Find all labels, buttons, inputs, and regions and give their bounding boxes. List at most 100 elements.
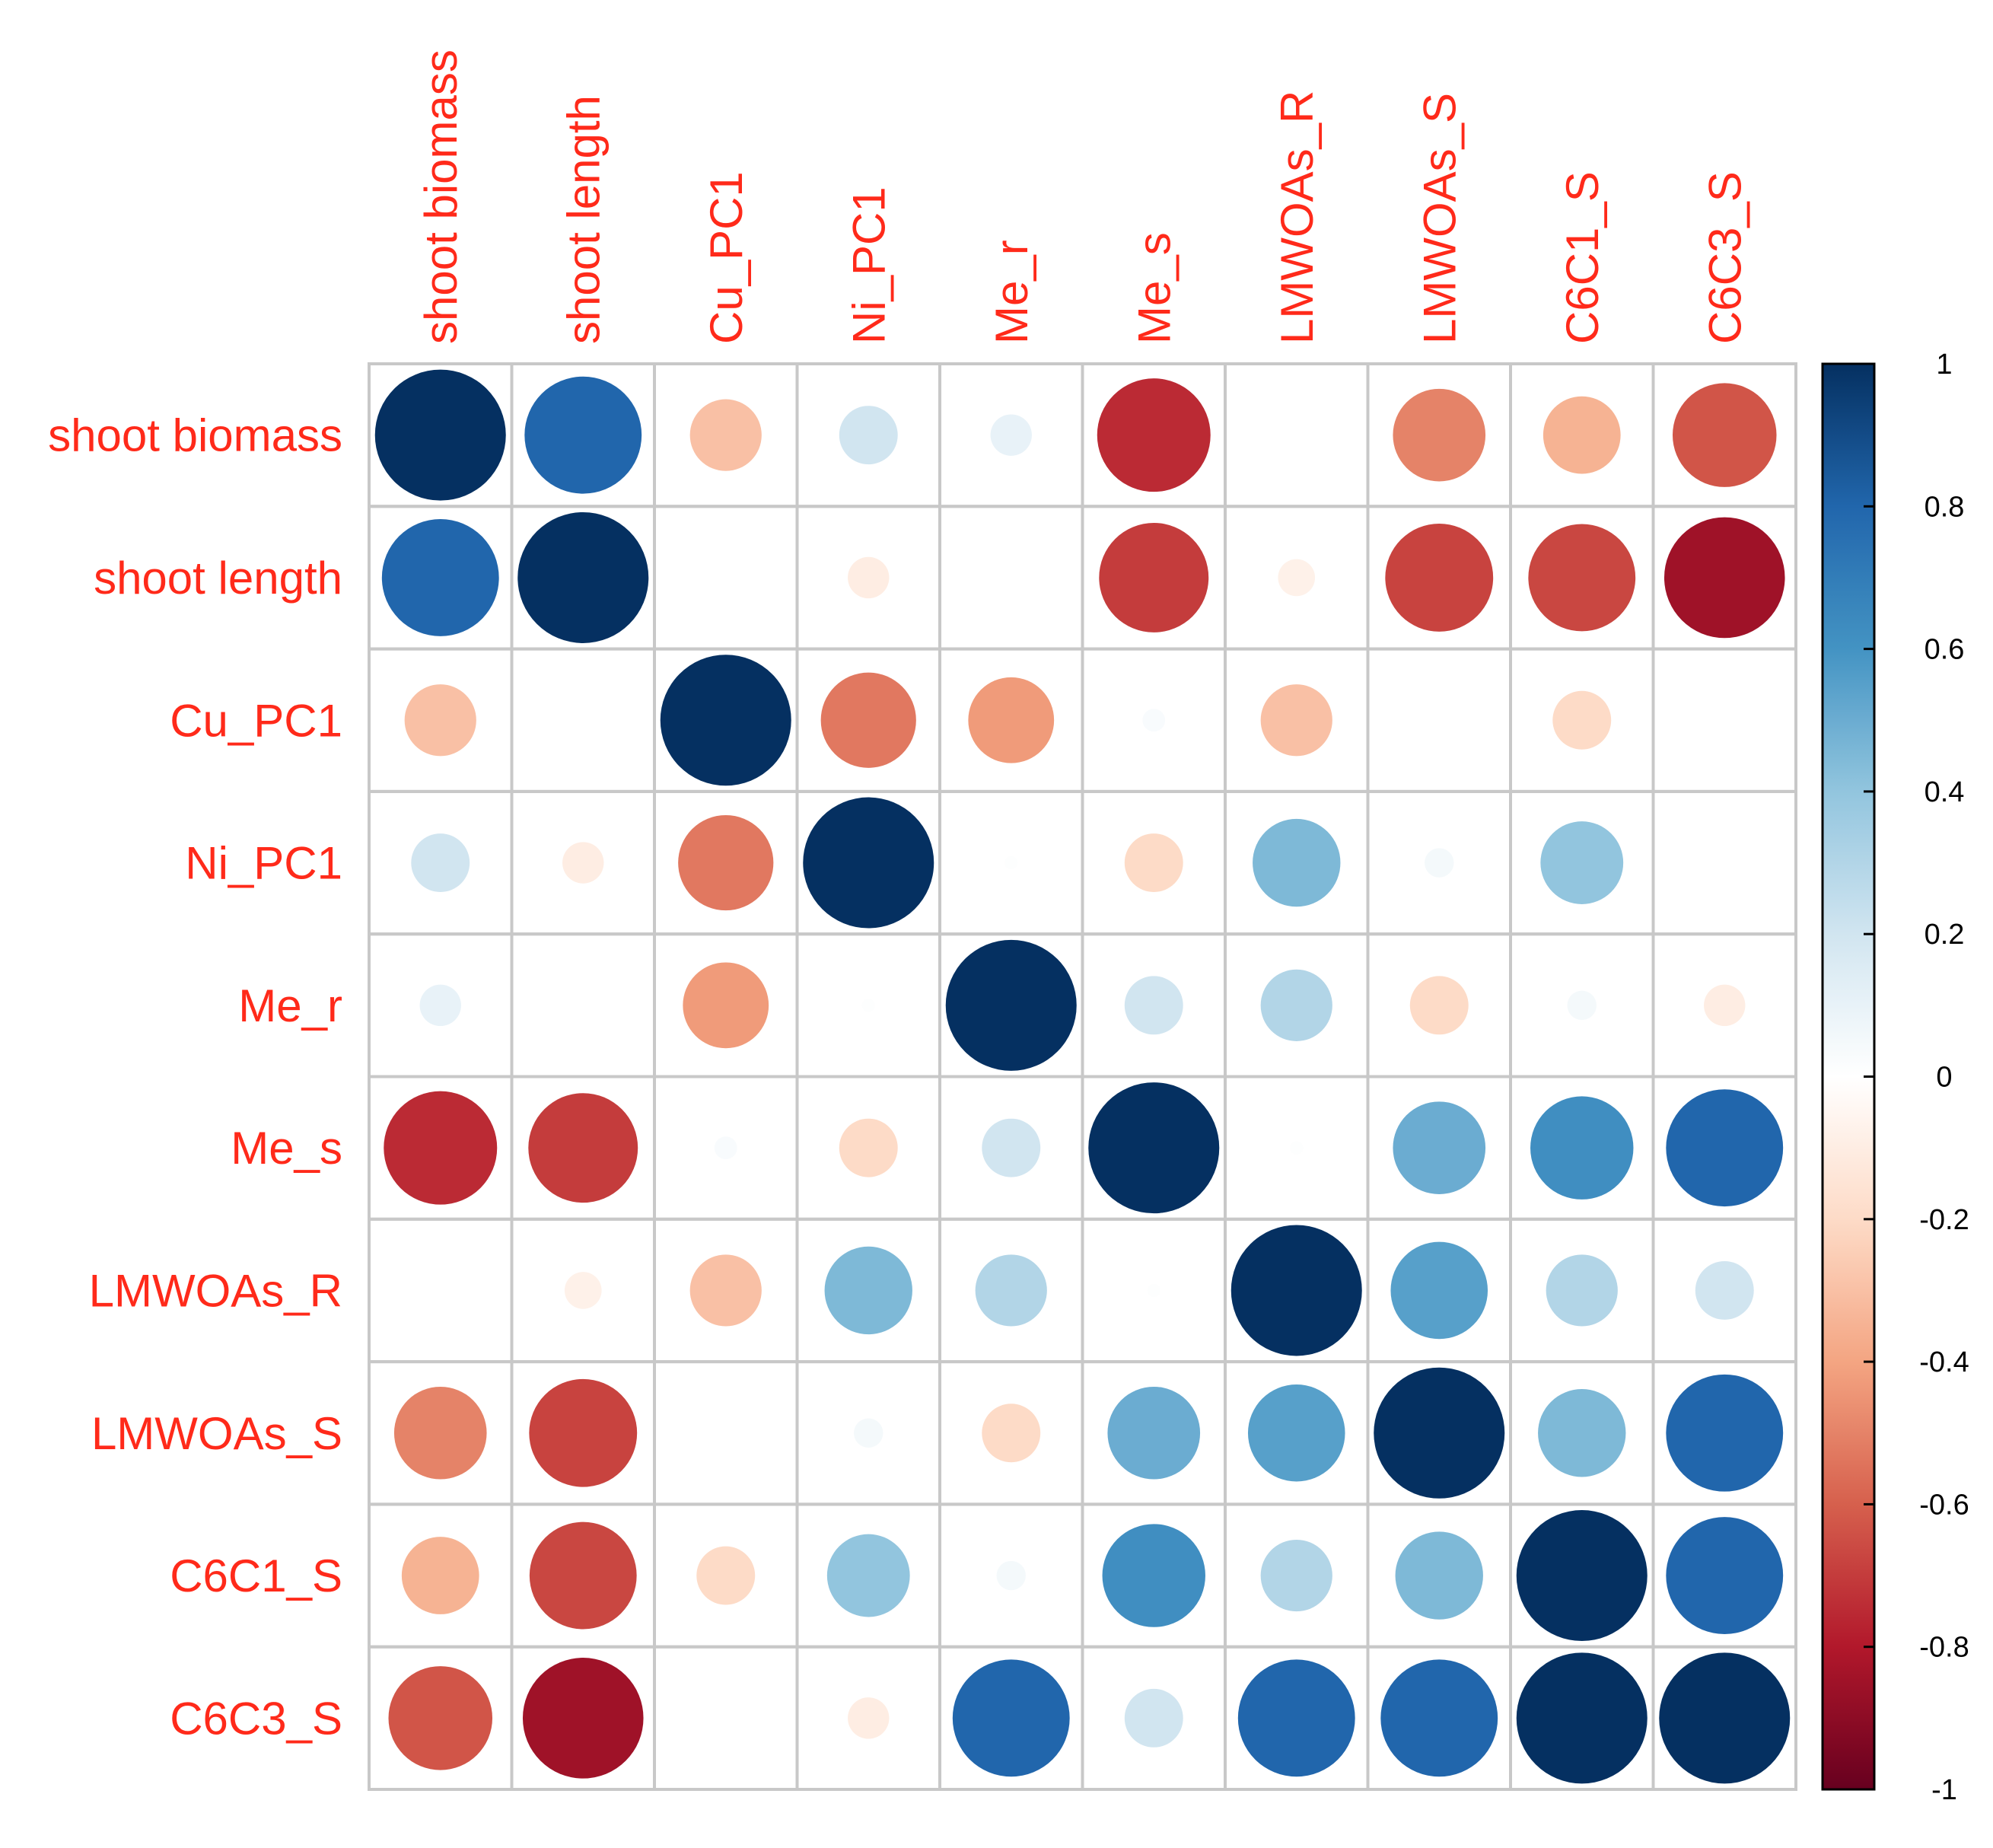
correlation-circle — [524, 376, 642, 494]
correlation-circle — [660, 655, 791, 786]
correlation-circle — [404, 684, 476, 757]
row-label: LMWOAs_R — [89, 1265, 342, 1316]
column-label: shoot length — [558, 95, 609, 344]
correlation-circle — [1538, 1389, 1626, 1477]
colorbar-tick-label: 0.8 — [1925, 491, 1965, 523]
correlation-circle — [1659, 1652, 1791, 1784]
correlation-circle — [839, 406, 898, 465]
correlation-circle — [1260, 1539, 1332, 1612]
colorbar-tick-label: 1 — [1936, 349, 1952, 381]
correlation-circle — [1666, 1089, 1784, 1207]
correlation-circle — [529, 1378, 638, 1487]
correlation-circle — [990, 414, 1032, 456]
correlation-circle — [1666, 1374, 1784, 1492]
colorbar-tick-label: -1 — [1931, 1774, 1957, 1806]
row-label: Ni_PC1 — [185, 838, 342, 889]
column-label: LMWOAs_S — [1414, 93, 1465, 344]
correlation-circle — [564, 1272, 602, 1309]
correlation-circle — [517, 511, 649, 643]
correlation-circle — [1260, 969, 1332, 1041]
correlation-circle — [683, 962, 769, 1049]
row-label: C6C3_S — [170, 1693, 342, 1744]
correlation-circle — [820, 672, 916, 768]
colorbar-tick-label: -0.4 — [1919, 1346, 1969, 1378]
correlation-circle — [982, 1118, 1041, 1177]
correlation-circle — [1107, 1386, 1201, 1480]
correlation-circle — [522, 1658, 644, 1779]
correlation-circle — [1278, 559, 1316, 597]
correlation-circle — [848, 1697, 890, 1739]
correlation-circle — [824, 1246, 912, 1335]
correlation-circle — [1393, 1101, 1486, 1194]
colorbar-tick-label: -0.2 — [1919, 1204, 1969, 1236]
correlation-circle — [1393, 388, 1486, 482]
grid-cell — [653, 505, 799, 651]
correlation-circle — [1247, 1384, 1345, 1482]
colorbar-tick-label: 0.2 — [1925, 919, 1965, 951]
colorbar-tick-label: 0 — [1936, 1062, 1952, 1094]
grid-cell — [1651, 789, 1797, 936]
correlation-circle — [968, 677, 1055, 763]
grid-cell — [938, 505, 1084, 651]
correlation-circle — [1147, 1283, 1160, 1298]
correlation-circle — [388, 1666, 493, 1770]
correlation-circle — [1395, 1531, 1483, 1620]
correlation-circle — [411, 833, 470, 893]
correlation-circle — [1124, 1688, 1183, 1748]
row-label: Cu_PC1 — [170, 695, 342, 746]
correlation-circle — [945, 939, 1077, 1071]
grid-cell — [1224, 362, 1370, 508]
row-label: shoot length — [94, 553, 342, 604]
correlation-circle — [1124, 833, 1183, 893]
correlation-circle — [975, 1254, 1047, 1327]
correlation-circle — [384, 1091, 498, 1205]
correlation-circle — [861, 999, 875, 1012]
column-label: Me_r — [986, 240, 1037, 344]
correlation-circle — [1253, 818, 1341, 907]
correlation-circle — [381, 519, 499, 636]
column-label: LMWOAs_R — [1272, 91, 1323, 344]
correlation-circle — [1142, 709, 1166, 732]
correlation-circle — [1672, 383, 1777, 487]
grid-cell — [653, 1360, 799, 1506]
correlation-circle — [1704, 984, 1746, 1027]
correlation-circle — [1516, 1652, 1648, 1784]
correlation-circle — [1260, 684, 1332, 757]
correlation-circle — [1124, 976, 1183, 1035]
row-label: LMWOAs_S — [91, 1408, 342, 1459]
column-label: Cu_PC1 — [701, 171, 752, 344]
correlation-circle — [678, 814, 774, 911]
grid-cell — [1651, 1645, 1797, 1791]
correlation-circle — [952, 1659, 1070, 1777]
correlation-circle — [529, 1521, 637, 1630]
row-label: shoot biomass — [48, 410, 342, 461]
correlation-circle — [1374, 1367, 1505, 1499]
grid-cell — [653, 1645, 799, 1791]
colorbar-tick-label: -0.8 — [1919, 1632, 1969, 1664]
correlation-circle — [1088, 1082, 1220, 1214]
grid-cell — [510, 932, 656, 1079]
correlation-circle — [1099, 522, 1209, 632]
correlation-circle — [1666, 1517, 1784, 1634]
correlation-circle — [374, 369, 506, 501]
correlation-circle — [854, 1418, 883, 1448]
column-label: C6C3_S — [1699, 171, 1750, 344]
correlation-circle — [1409, 976, 1469, 1035]
correlation-circle — [1516, 1510, 1648, 1642]
correlation-circle — [1102, 1524, 1205, 1627]
column-label: Ni_PC1 — [843, 186, 894, 344]
correlation-circle — [996, 1560, 1026, 1591]
correlation-circle — [1663, 517, 1785, 639]
correlation-circle — [839, 1118, 898, 1177]
correlation-circle — [1530, 1096, 1634, 1200]
correlation-circle — [528, 1093, 638, 1203]
correlation-circle — [1237, 1659, 1355, 1777]
colorbar-tick-label: -0.6 — [1919, 1489, 1969, 1521]
column-label: shoot biomass — [415, 49, 466, 344]
correlation-circle — [826, 1534, 910, 1617]
correlation-circle — [803, 797, 934, 929]
colorbar-tick-label: 0.4 — [1925, 776, 1965, 808]
correlation-circle — [1540, 821, 1624, 904]
correlation-circle — [1380, 1659, 1498, 1777]
correlation-circle — [1097, 378, 1211, 492]
